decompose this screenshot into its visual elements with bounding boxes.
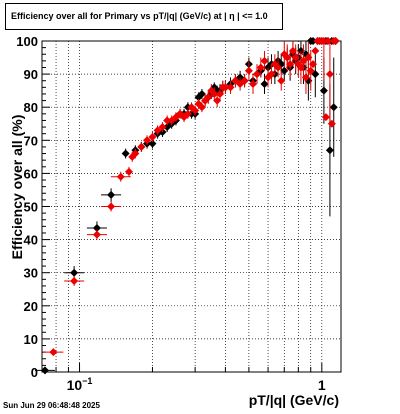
data-point: [92, 224, 101, 233]
y-tick-label: 30: [24, 266, 38, 281]
data-point: [197, 89, 206, 98]
x-tick-label: 10−1: [67, 376, 93, 393]
data-point: [226, 83, 235, 92]
data-point: [286, 60, 295, 69]
data-point: [321, 113, 330, 122]
data-point: [260, 80, 269, 89]
data-point: [309, 37, 318, 45]
data-point: [70, 276, 79, 285]
x-tick-label: 1: [318, 377, 326, 393]
data-point: [267, 70, 276, 79]
y-tick-label: 90: [24, 67, 38, 82]
data-point: [137, 142, 146, 151]
data-point: [70, 268, 79, 277]
data-point: [49, 348, 58, 357]
data-point: [325, 146, 334, 155]
data-point: [325, 70, 334, 79]
y-tick-label: 60: [24, 166, 38, 181]
series-red: [43, 37, 340, 357]
data-point: [216, 89, 225, 98]
data-point: [309, 60, 318, 69]
data-point: [116, 172, 125, 181]
y-tick-label: 20: [24, 299, 38, 314]
data-point: [291, 53, 300, 62]
data-point: [311, 46, 320, 55]
chart-title: Efficiency over all for Primary vs pT/|q…: [5, 3, 283, 30]
y-tick-label: 10: [24, 332, 38, 347]
y-axis-label: Efficiency over all (%): [9, 115, 25, 260]
data-point: [148, 132, 157, 141]
data-point: [319, 37, 328, 45]
data-point: [252, 70, 261, 79]
data-point: [191, 106, 200, 115]
data-point: [249, 80, 258, 89]
y-tick-label: 0: [31, 365, 38, 380]
data-point: [319, 86, 328, 95]
data-point: [221, 83, 230, 92]
data-point: [329, 103, 338, 112]
y-tick-label: 100: [16, 34, 38, 49]
data-point: [240, 76, 249, 85]
data-point: [107, 190, 116, 199]
y-tick-label: 50: [24, 200, 38, 215]
data-point: [244, 66, 253, 75]
data-point: [277, 76, 286, 85]
data-point: [331, 37, 340, 45]
x-axis-label: pT/|q| (GeV/c): [249, 392, 339, 408]
data-point: [204, 93, 213, 102]
data-point: [306, 66, 315, 75]
data-point: [296, 63, 305, 72]
grid: [41, 41, 341, 372]
y-tick-label: 70: [24, 133, 38, 148]
data-point: [256, 63, 265, 72]
data-point: [327, 119, 336, 128]
x-tick-exponent: −1: [82, 376, 92, 386]
data-point: [288, 46, 297, 55]
data-point: [260, 56, 269, 65]
data-point: [183, 109, 192, 118]
data-point: [92, 230, 101, 239]
plot-frame: [41, 40, 342, 373]
data-point: [124, 167, 133, 176]
data-point: [163, 116, 172, 125]
data-point: [131, 149, 140, 158]
data-point: [107, 202, 116, 211]
y-tick-label: 40: [24, 233, 38, 248]
data-point: [210, 89, 219, 98]
data-point: [283, 53, 292, 62]
y-tick-label: 80: [24, 100, 38, 115]
series-black: [34, 37, 340, 375]
data-point: [121, 149, 130, 158]
data-point: [274, 63, 283, 72]
data-point: [148, 139, 157, 148]
timestamp: Sun Jun 29 06:48:48 2025: [3, 401, 100, 410]
data-points: [34, 37, 340, 375]
data-point: [40, 366, 49, 375]
data-point: [197, 103, 206, 112]
data-point: [158, 123, 167, 132]
data-point: [280, 66, 289, 75]
data-point: [143, 136, 152, 145]
data-point: [153, 126, 162, 135]
data-point: [213, 96, 222, 105]
